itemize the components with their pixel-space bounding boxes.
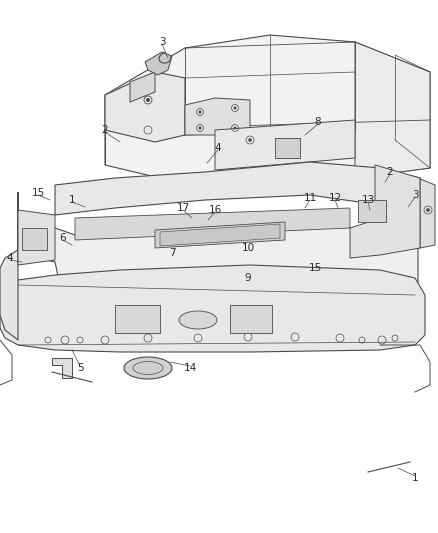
Polygon shape bbox=[160, 224, 280, 246]
Circle shape bbox=[198, 110, 201, 114]
Bar bbox=[115, 305, 160, 333]
Text: 13: 13 bbox=[361, 195, 374, 205]
Polygon shape bbox=[0, 265, 425, 352]
Polygon shape bbox=[185, 98, 250, 135]
Text: 8: 8 bbox=[314, 117, 321, 127]
Text: 2: 2 bbox=[102, 125, 108, 135]
Text: 12: 12 bbox=[328, 193, 342, 203]
Polygon shape bbox=[215, 120, 355, 170]
Text: 4: 4 bbox=[7, 253, 13, 263]
Polygon shape bbox=[350, 165, 420, 258]
Circle shape bbox=[248, 138, 252, 142]
Bar bbox=[230, 305, 272, 333]
Polygon shape bbox=[145, 52, 172, 75]
Polygon shape bbox=[155, 222, 285, 248]
Polygon shape bbox=[52, 358, 72, 378]
Polygon shape bbox=[105, 35, 430, 190]
Circle shape bbox=[233, 126, 237, 130]
Text: 4: 4 bbox=[215, 143, 221, 153]
Text: 6: 6 bbox=[60, 233, 66, 243]
Bar bbox=[358, 200, 386, 222]
Text: 5: 5 bbox=[77, 363, 83, 373]
Text: 3: 3 bbox=[159, 37, 165, 47]
Bar bbox=[22, 228, 47, 250]
Text: 1: 1 bbox=[69, 195, 75, 205]
Text: 14: 14 bbox=[184, 363, 197, 373]
Ellipse shape bbox=[124, 357, 172, 379]
Circle shape bbox=[146, 98, 150, 102]
Bar bbox=[275, 138, 300, 158]
Text: 2: 2 bbox=[387, 167, 393, 177]
Text: 7: 7 bbox=[169, 248, 175, 258]
Text: 16: 16 bbox=[208, 205, 222, 215]
Circle shape bbox=[426, 208, 430, 212]
Polygon shape bbox=[418, 178, 435, 248]
Polygon shape bbox=[55, 162, 420, 215]
Text: 17: 17 bbox=[177, 203, 190, 213]
Ellipse shape bbox=[179, 311, 217, 329]
Text: 15: 15 bbox=[308, 263, 321, 273]
Polygon shape bbox=[0, 192, 18, 340]
Text: 9: 9 bbox=[245, 273, 251, 283]
Text: 15: 15 bbox=[32, 188, 45, 198]
Polygon shape bbox=[105, 72, 185, 142]
Text: 3: 3 bbox=[412, 190, 418, 200]
Text: 1: 1 bbox=[412, 473, 418, 483]
Polygon shape bbox=[130, 72, 155, 102]
Polygon shape bbox=[75, 208, 350, 240]
Polygon shape bbox=[18, 210, 55, 265]
Circle shape bbox=[198, 126, 201, 130]
Circle shape bbox=[233, 107, 237, 109]
Text: 10: 10 bbox=[241, 243, 254, 253]
Text: 11: 11 bbox=[304, 193, 317, 203]
Polygon shape bbox=[355, 42, 430, 178]
Polygon shape bbox=[18, 192, 418, 340]
